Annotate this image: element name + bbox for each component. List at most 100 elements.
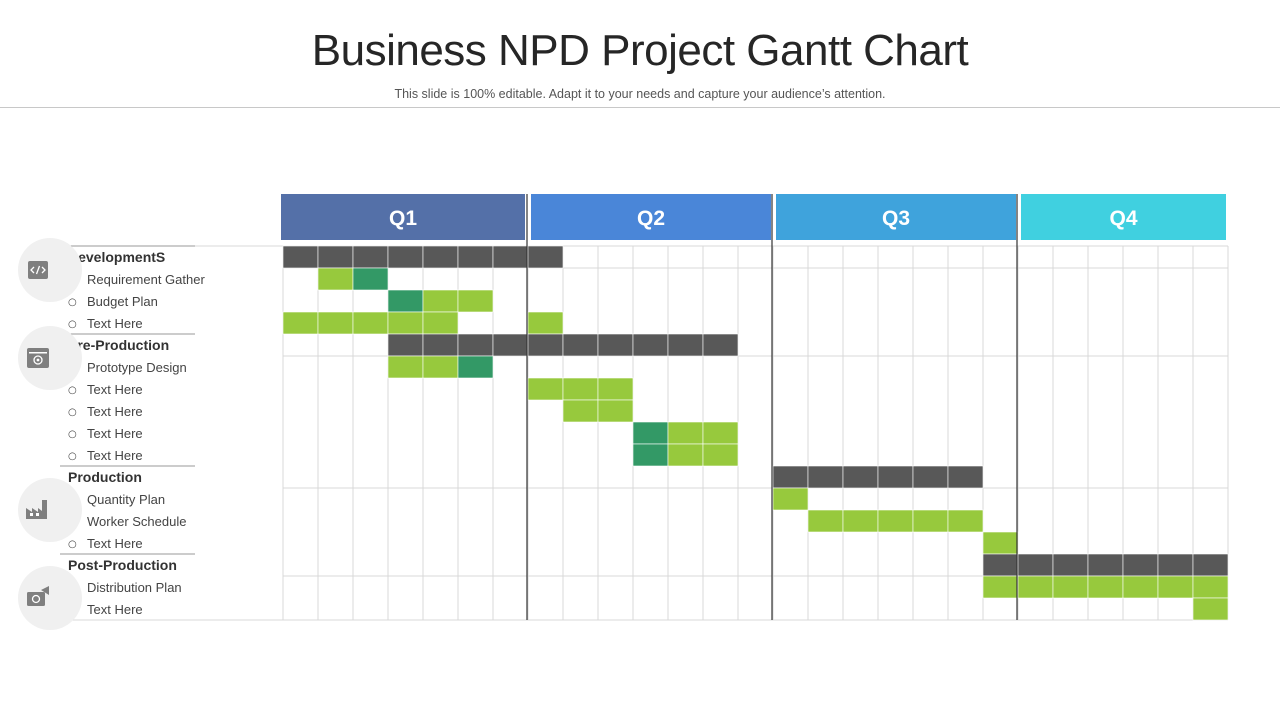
summary-bar-cell <box>422 333 459 357</box>
task-bar-cell <box>912 509 949 533</box>
quarter-label: Q3 <box>882 207 910 230</box>
bullet-icon: ○ <box>68 385 77 396</box>
task-bar-cell <box>1052 575 1089 599</box>
summary-bar-cell <box>1017 553 1054 577</box>
task-bar-cell <box>527 377 564 401</box>
bullet-icon: ○ <box>68 451 77 462</box>
task-bar-cell <box>1192 575 1229 599</box>
summary-bar-cell <box>1052 553 1089 577</box>
task-bar-cell <box>702 421 739 445</box>
summary-bar-cell <box>947 465 984 489</box>
task-bar-cell <box>282 311 319 335</box>
task-bar-cell <box>422 355 459 379</box>
task-label: Text Here <box>87 382 143 397</box>
bullet-icon: ○ <box>68 539 77 550</box>
quarter-header-q1 <box>281 194 525 240</box>
task-label: Prototype Design <box>87 360 187 375</box>
task-label: Text Here <box>87 448 143 463</box>
task-bar-cell <box>597 399 634 423</box>
task-bar-cell <box>422 311 459 335</box>
task-bar-cell <box>317 311 354 335</box>
task-bar-cell <box>387 289 424 313</box>
task-bar-cell <box>457 355 494 379</box>
task-label: Distribution Plan <box>87 580 182 595</box>
task-bar-cell <box>317 267 354 291</box>
summary-bar-cell <box>527 333 564 357</box>
summary-bar-cell <box>702 333 739 357</box>
task-bar-cell <box>1017 575 1054 599</box>
code-icon <box>28 261 48 279</box>
summary-bar-cell <box>282 245 319 269</box>
icon-circle <box>18 478 82 542</box>
task-label: Text Here <box>87 426 143 441</box>
task-bar-cell <box>702 443 739 467</box>
bullet-icon: ○ <box>68 297 77 308</box>
task-bar-cell <box>387 311 424 335</box>
task-bar-cell <box>562 377 599 401</box>
bullet-icon: ○ <box>68 407 77 418</box>
summary-bar-cell <box>1157 553 1194 577</box>
factory-icon <box>26 500 47 519</box>
task-bar-cell <box>807 509 844 533</box>
summary-bar-cell <box>387 245 424 269</box>
summary-bar-cell <box>877 465 914 489</box>
task-label: Budget Plan <box>87 294 158 309</box>
task-label: Quantity Plan <box>87 492 165 507</box>
summary-bar-cell <box>457 245 494 269</box>
summary-bar-cell <box>352 245 389 269</box>
bullet-icon: ○ <box>68 429 77 440</box>
quarter-label: Q2 <box>637 207 665 230</box>
summary-bar-cell <box>912 465 949 489</box>
summary-bar-cell <box>527 245 564 269</box>
summary-bar-cell <box>982 553 1019 577</box>
summary-bar-cell <box>842 465 879 489</box>
task-bar-cell <box>527 311 564 335</box>
summary-bar-cell <box>562 333 599 357</box>
task-bar-cell <box>667 421 704 445</box>
icon-circle <box>18 566 82 630</box>
summary-bar-cell <box>632 333 669 357</box>
task-bar-cell <box>1122 575 1159 599</box>
quarter-header-q2 <box>531 194 771 240</box>
task-bar-cell <box>632 421 669 445</box>
slide-subtitle: This slide is 100% editable. Adapt it to… <box>394 87 886 101</box>
task-bar-cell <box>352 267 389 291</box>
task-bar-cell <box>352 311 389 335</box>
task-bar-cell <box>387 355 424 379</box>
task-label: Worker Schedule <box>87 514 186 529</box>
summary-bar-cell <box>1122 553 1159 577</box>
group-label: Pre-Production <box>68 337 169 353</box>
task-bar-cell <box>667 443 704 467</box>
summary-bar-cell <box>492 245 529 269</box>
quarter-label: Q1 <box>389 207 417 230</box>
group-label: Post-Production <box>68 557 177 573</box>
task-bar-cell <box>982 531 1019 555</box>
megaphone-icon <box>27 586 49 606</box>
bullet-icon: ○ <box>68 319 77 330</box>
slide-title: Business NPD Project Gantt Chart <box>311 26 969 75</box>
icon-circle <box>18 238 82 302</box>
task-bar-cell <box>947 509 984 533</box>
header-divider <box>0 107 1280 108</box>
summary-bar-cell <box>667 333 704 357</box>
task-bar-cell <box>772 487 809 511</box>
task-bar-cell <box>1087 575 1124 599</box>
summary-bar-cell <box>1192 553 1229 577</box>
summary-bar-cell <box>492 333 529 357</box>
task-bar-cell <box>597 377 634 401</box>
summary-bar-cell <box>772 465 809 489</box>
task-label: Text Here <box>87 536 143 551</box>
task-bar-cell <box>1192 597 1229 621</box>
summary-bar-cell <box>317 245 354 269</box>
task-bar-cell <box>457 289 494 313</box>
task-bar-cell <box>877 509 914 533</box>
summary-bar-cell <box>387 333 424 357</box>
quarter-header-q4 <box>1021 194 1226 240</box>
summary-bar-cell <box>807 465 844 489</box>
task-label: Requirement Gather <box>87 272 205 287</box>
task-bar-cell <box>982 575 1019 599</box>
task-label: Text Here <box>87 316 143 331</box>
quarter-header-q3 <box>776 194 1016 240</box>
task-bar-cell <box>632 443 669 467</box>
